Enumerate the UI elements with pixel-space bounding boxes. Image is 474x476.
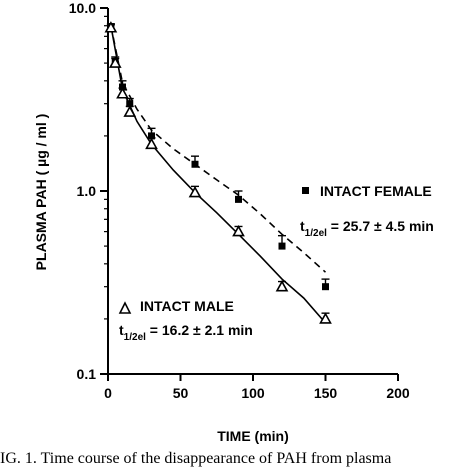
x-tick-label: 50 [173,385,189,401]
data-point-male [188,185,202,198]
y-tick-label: 1.0 [77,183,97,199]
x-axis-title: TIME (min) [217,428,289,444]
fit-line-male [110,25,327,324]
x-tick-label: 150 [314,385,338,401]
data-point-female [119,83,126,91]
data-point-male [319,312,332,324]
fit-lines [110,25,327,324]
data-point-male [123,105,137,117]
data-point-male [104,21,118,33]
data-point-female [126,100,134,108]
legend-male: INTACT MALE t1/2el = 16.2 ± 2.1 min [118,298,253,343]
axis-labels: 0 50 100 150 200 0.1 1.0 10.0 [69,0,410,401]
data-point-female [322,283,329,291]
figure-caption: IG. 1. Time course of the disappearance … [0,450,392,467]
male-halflife-t: t [119,322,124,338]
data-point-male [275,280,289,292]
female-halflife-value: = 25.7 ± 4.5 min [327,218,434,234]
axes [100,7,399,381]
female-halflife-subscript: 1/2el [305,228,327,239]
female-halflife-t: t [300,218,305,234]
male-halflife-subscript: 1/2el [124,332,146,343]
data-point-male [108,56,122,68]
data-point-female [148,132,155,140]
legend-male-marker [118,301,132,314]
x-tick-label: 0 [104,385,112,401]
legend-female: INTACT FEMALE t1/2el = 25.7 ± 4.5 min [300,183,434,239]
data-point-female [235,195,242,203]
data-point-male [145,137,158,150]
male-halflife-value: = 16.2 ± 2.1 min [146,322,253,338]
legend-female-marker [302,187,309,194]
data-point-male [232,224,245,237]
legend-male-label: INTACT MALE [140,298,234,314]
data-point-female [191,160,199,168]
x-tick-label: 200 [386,385,410,401]
y-tick-label: 10.0 [69,0,96,16]
fit-line-female [110,25,327,273]
legend-female-halflife: t1/2el = 25.7 ± 4.5 min [300,218,434,239]
y-tick-label: 0.1 [77,366,97,382]
y-axis-title: PLASMA PAH ( µg / ml ) [33,114,49,271]
data-point-male [116,87,129,99]
legend-female-label: INTACT FEMALE [320,183,432,199]
data-point-female [278,242,286,250]
data-points [104,21,332,324]
x-tick-label: 100 [241,385,265,401]
legend-male-halflife: t1/2el = 16.2 ± 2.1 min [119,322,253,343]
